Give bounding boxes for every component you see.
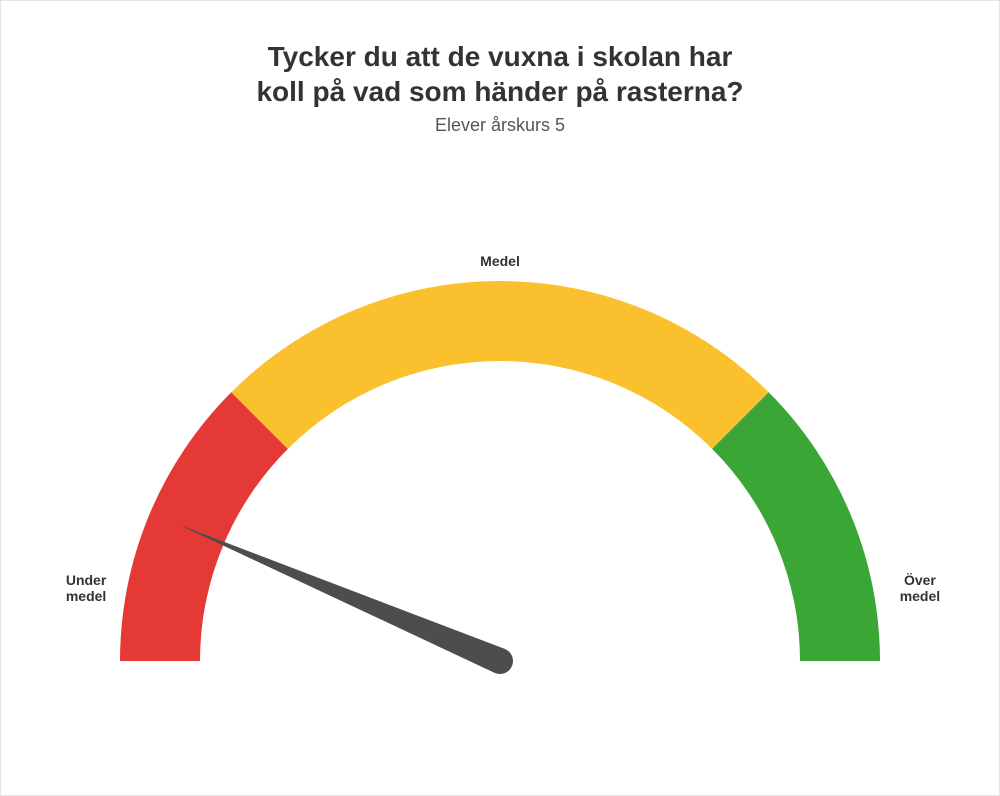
title-line-2: koll på vad som händer på rasterna? xyxy=(256,76,743,107)
segment-label-medel: Medel xyxy=(475,253,525,270)
chart-subtitle: Elever årskurs 5 xyxy=(1,115,999,136)
gauge-needle xyxy=(178,524,505,673)
gauge-segment xyxy=(231,281,768,449)
gauge-segment xyxy=(120,392,288,661)
chart-title: Tycker du att de vuxna i skolan har koll… xyxy=(1,39,999,109)
gauge-chart: Undermedel Medel Övermedel xyxy=(60,181,940,741)
gauge-segment xyxy=(712,392,880,661)
chart-frame: Tycker du att de vuxna i skolan har koll… xyxy=(0,0,1000,796)
gauge-needle-hub xyxy=(487,648,513,674)
title-line-1: Tycker du att de vuxna i skolan har xyxy=(268,41,733,72)
segment-label-over-medel: Övermedel xyxy=(890,572,950,606)
title-block: Tycker du att de vuxna i skolan har koll… xyxy=(1,39,999,136)
segment-label-under-medel: Undermedel xyxy=(56,572,116,606)
